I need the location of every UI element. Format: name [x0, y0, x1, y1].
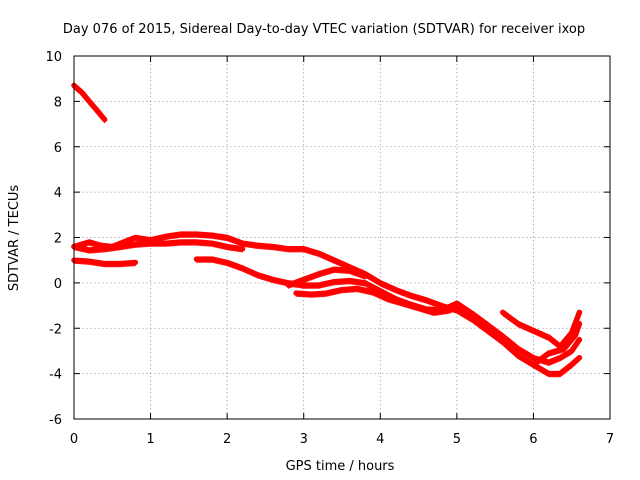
series-track-2-edge [73, 236, 580, 378]
series-track-9 [530, 320, 583, 368]
series-track-9-edge [532, 326, 580, 369]
x-tick-label: 1 [146, 432, 154, 447]
series-track-4-edge [73, 244, 244, 254]
series-track-6-edge [295, 290, 466, 316]
y-axis-label: SDTVAR / TECUs [7, 185, 22, 292]
series-track-6 [293, 285, 468, 316]
y-tick-label: -2 [49, 322, 62, 337]
y-tick-label: 10 [45, 50, 62, 65]
series-track-1-edge [73, 87, 106, 124]
series-track-2 [71, 231, 583, 377]
series-track-3-edge [73, 262, 136, 268]
y-tick-label: 2 [54, 232, 62, 247]
series-track-7 [285, 266, 368, 288]
x-tick-label: 2 [223, 432, 231, 447]
x-tick-label: 3 [300, 432, 308, 447]
y-tick-label: 8 [54, 95, 62, 110]
y-tick-label: -4 [49, 368, 62, 383]
series-track-4 [71, 239, 246, 253]
x-tick-label: 4 [376, 432, 384, 447]
x-tick-label: 7 [606, 432, 614, 447]
series-layer [71, 82, 583, 378]
series-track-8 [500, 309, 583, 350]
x-tick-label: 6 [529, 432, 537, 447]
x-axis-label: GPS time / hours [286, 459, 395, 474]
chart-title: Day 076 of 2015, Sidereal Day-to-day VTE… [63, 22, 585, 37]
series-track-7-edge [287, 271, 366, 289]
x-tick-label: 5 [453, 432, 461, 447]
y-tick-label: 4 [54, 186, 62, 201]
tick-layer: 0 1 2 3 4 5 6 7 -6 -4 -2 0 2 4 6 8 10 [45, 50, 614, 447]
series-track-3 [71, 257, 139, 267]
y-tick-label: 0 [54, 277, 62, 292]
series-track-1 [71, 82, 108, 123]
x-tick-label: 0 [70, 432, 78, 447]
y-tick-label: 6 [54, 141, 62, 156]
y-tick-label: -6 [49, 413, 62, 428]
